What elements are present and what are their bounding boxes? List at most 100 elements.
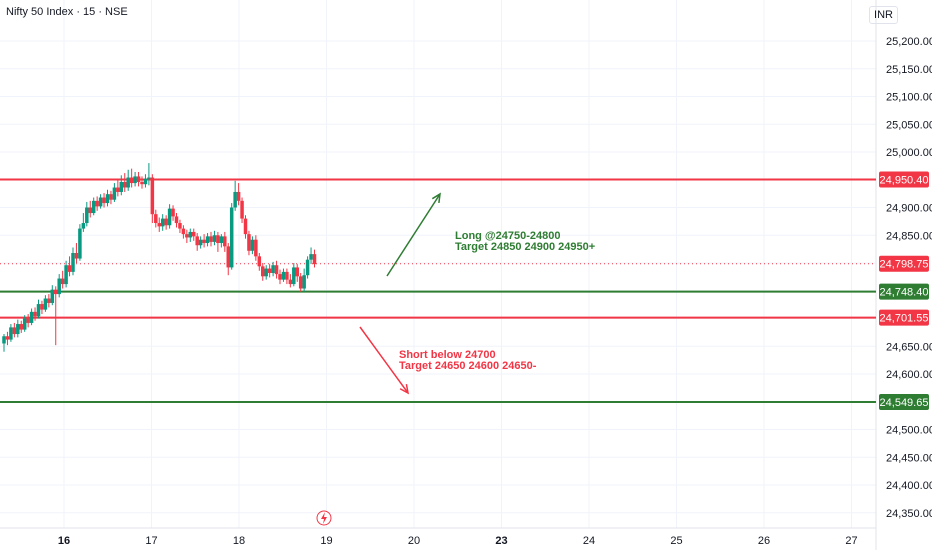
candle-body — [212, 235, 217, 242]
last-price-label: 24,798.75 — [880, 259, 929, 271]
candle-body — [81, 223, 86, 229]
x-tick-label: 17 — [145, 535, 157, 547]
candle-body — [54, 289, 58, 295]
x-tick-label: 26 — [758, 535, 770, 547]
candle-body — [271, 265, 275, 273]
candle-body — [102, 197, 106, 204]
y-tick-label: 25,050.00 — [886, 119, 932, 131]
candle-body — [247, 234, 251, 251]
level-price-label: 24,748.40 — [880, 287, 929, 299]
long-arrow — [386, 193, 441, 277]
level-price-label: 24,950.40 — [880, 175, 929, 187]
y-tick-label: 24,500.00 — [886, 425, 932, 437]
candle-body — [209, 236, 213, 242]
symbol-title[interactable]: Nifty 50 Index · 15 · NSE — [6, 6, 128, 18]
candle-body — [64, 265, 68, 285]
candle-body — [57, 278, 61, 295]
candle-body — [36, 304, 41, 317]
long-arrow-head — [431, 192, 441, 204]
candle-body — [192, 231, 196, 237]
annotation-line: Target 24650 24600 24650- — [399, 360, 537, 372]
candle-body — [278, 274, 282, 280]
y-tick-label: 24,600.00 — [886, 369, 932, 381]
candle-body — [150, 177, 155, 215]
candle-body — [274, 265, 279, 275]
candle-body — [112, 187, 117, 200]
candle-body — [143, 178, 148, 185]
candle-body — [292, 267, 296, 285]
candle-body — [88, 207, 92, 214]
candle-body — [147, 177, 151, 179]
candle-body — [9, 327, 13, 340]
x-tick-label: 16 — [58, 535, 70, 547]
candle-body — [12, 327, 17, 335]
x-tick-label: 20 — [408, 535, 420, 547]
lightning-icon — [321, 512, 327, 524]
candle-body — [40, 304, 44, 310]
y-tick-label: 25,150.00 — [886, 64, 932, 76]
candle-body — [229, 207, 234, 268]
y-tick-label: 24,450.00 — [886, 452, 932, 464]
candle-body — [302, 275, 306, 289]
candle-body — [233, 191, 237, 208]
candle-body — [16, 324, 20, 335]
level-price-tag — [879, 171, 929, 188]
y-tick-label: 24,650.00 — [886, 341, 932, 353]
candle-body — [154, 214, 158, 224]
candle-body — [267, 268, 272, 273]
candle-body — [105, 194, 110, 204]
candle-body — [60, 278, 65, 285]
candle-body — [261, 266, 265, 277]
level-price-tag — [879, 393, 929, 410]
candle-body — [78, 228, 82, 259]
short-arrow-head — [399, 384, 410, 395]
candle-body — [216, 235, 220, 244]
candle-body — [305, 259, 310, 276]
candle-body — [236, 191, 241, 201]
candle-body — [74, 253, 79, 259]
candle-body — [178, 223, 182, 229]
candle-body — [67, 265, 72, 272]
candle-body — [198, 239, 203, 246]
short-arrow — [359, 326, 409, 394]
candle-body — [264, 268, 268, 277]
candle-body — [47, 298, 51, 303]
annotation-line: Target 24850 24900 24950+ — [455, 241, 595, 253]
candle-body — [140, 181, 144, 185]
candle-body — [281, 271, 286, 280]
candle-body — [98, 197, 103, 207]
candle-body — [91, 200, 96, 214]
candle-body — [26, 318, 30, 323]
y-tick-label: 24,900.00 — [886, 203, 932, 215]
level-price-label: 24,701.55 — [880, 313, 929, 325]
candle-body — [116, 187, 120, 192]
y-tick-label: 24,400.00 — [886, 480, 932, 492]
level-price-label: 24,549.65 — [880, 397, 929, 409]
candle-body — [71, 253, 75, 272]
candle-body — [33, 311, 37, 317]
candle-body — [188, 231, 193, 238]
candle-body — [243, 218, 248, 235]
annotation-line: Long @24750-24800 — [455, 230, 561, 242]
candle-body — [298, 276, 303, 289]
currency-badge[interactable]: INR — [869, 6, 898, 24]
candle-body — [219, 236, 224, 244]
x-tick-label: 19 — [320, 535, 332, 547]
candle-body — [295, 267, 299, 277]
candle-body — [205, 236, 210, 244]
candle-body — [167, 208, 172, 226]
candle-body — [43, 298, 48, 310]
x-tick-label: 27 — [845, 535, 857, 547]
last-price-tag — [879, 255, 929, 272]
candle-body — [22, 318, 27, 330]
x-tick-label: 23 — [495, 535, 507, 547]
candle-body — [109, 194, 113, 200]
y-tick-label: 24,850.00 — [886, 230, 932, 242]
candle-body — [29, 311, 34, 323]
y-tick-label: 25,200.00 — [886, 36, 932, 48]
candle-body — [257, 256, 262, 267]
candle-body — [2, 336, 6, 344]
candle-body — [119, 181, 124, 192]
